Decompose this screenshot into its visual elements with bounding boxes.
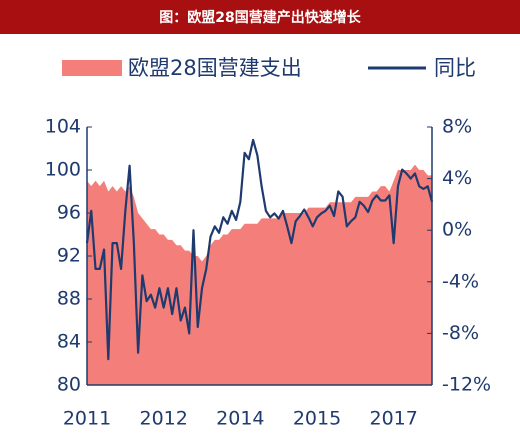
y2-tick-label: -8% [442,322,479,344]
legend-swatch [62,60,122,76]
y-tick-label: 96 [57,202,81,224]
y2-tick-label: 4% [442,167,472,189]
y2-tick-label: -12% [442,374,491,396]
y-tick-label: 88 [57,288,81,310]
x-tick-label: 2014 [216,408,264,430]
legend-label: 欧盟28国营建支出 [128,56,302,80]
y-tick-label: 84 [57,331,81,353]
y-tick-label: 100 [45,159,81,181]
y-tick-label: 104 [45,116,81,138]
line [85,138,434,361]
legend-label: 同比 [434,56,476,80]
x-tick-label: 2011 [63,408,111,430]
y-tick-label: 92 [57,245,81,267]
y-tick-label: 80 [57,374,81,396]
header-bar [0,0,520,34]
x-tick-label: 2012 [139,408,187,430]
x-tick-label: 2015 [293,408,341,430]
chart-title: 图：欧盟28国营建产出快速增长 [159,9,361,26]
y2-tick-label: -4% [442,270,479,292]
x-tick-label: 2017 [369,408,417,430]
y2-tick-label: 8% [442,116,472,138]
y2-tick-label: 0% [442,219,472,241]
